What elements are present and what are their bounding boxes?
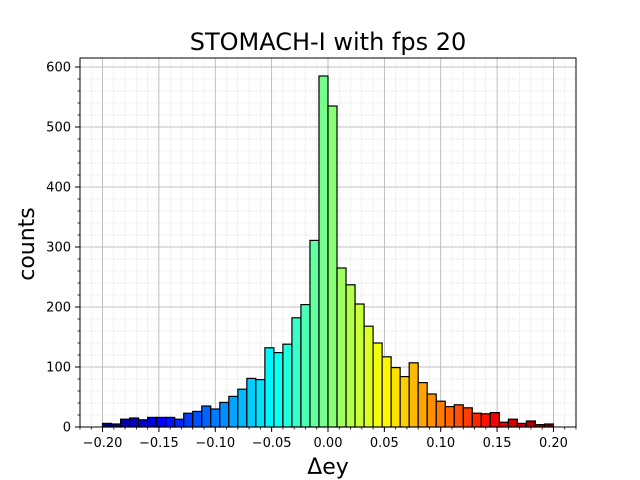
y-axis-label: counts <box>15 207 40 281</box>
histogram-bar <box>183 412 194 428</box>
histogram-bar <box>462 407 473 428</box>
histogram-bar <box>156 416 167 428</box>
histogram-bar <box>363 325 374 428</box>
histogram-bar <box>165 416 176 428</box>
histogram-bar <box>408 362 419 428</box>
histogram-bar <box>498 421 509 428</box>
histogram-bar <box>372 342 383 428</box>
y-tick-label: 100 <box>46 361 71 376</box>
histogram-bar <box>237 388 248 428</box>
y-tick-label: 200 <box>46 301 71 316</box>
x-tick-label: 0.15 <box>483 436 512 451</box>
histogram-bar <box>101 422 113 428</box>
y-tick-label: 300 <box>46 241 71 256</box>
histogram-bar <box>525 420 537 428</box>
x-tick-label: −0.15 <box>139 436 179 451</box>
x-tick-label: −0.05 <box>252 436 292 451</box>
histogram-bar <box>219 401 230 428</box>
x-tick-label: −0.10 <box>195 436 235 451</box>
histogram-bar <box>129 417 140 428</box>
x-tick-label: 0.20 <box>539 436 568 451</box>
histogram-bar <box>309 239 320 428</box>
y-tick-label: 500 <box>46 121 71 136</box>
histogram-bar <box>255 379 266 428</box>
histogram-bar <box>417 382 428 428</box>
histogram-bar <box>435 400 446 428</box>
histogram-bar <box>480 413 491 428</box>
histogram-bar <box>390 367 401 428</box>
histogram-bar <box>345 284 356 428</box>
y-tick-label: 0 <box>63 421 71 436</box>
histogram-bar <box>264 347 275 428</box>
bars <box>101 75 555 428</box>
histogram-bar <box>228 395 239 428</box>
histogram-bar <box>138 419 149 428</box>
y-tick-label: 400 <box>46 181 71 196</box>
histogram-bar <box>336 267 347 428</box>
histogram-bar <box>201 405 212 428</box>
x-tick-label: 0.05 <box>370 436 399 451</box>
histogram-bar <box>516 422 528 428</box>
x-tick-label: −0.20 <box>83 436 123 451</box>
histogram-bar <box>471 412 482 428</box>
histogram-bar <box>192 410 203 428</box>
histogram-bar <box>291 317 302 428</box>
histogram-bar <box>453 404 464 428</box>
y-tick-label: 600 <box>46 61 71 76</box>
histogram-bar <box>147 416 158 428</box>
histogram-bar <box>426 393 437 428</box>
x-tick-label: 0.00 <box>314 436 343 451</box>
histogram-bar <box>210 408 221 428</box>
histogram-bar <box>318 75 329 428</box>
histogram-bar <box>444 406 455 428</box>
histogram-bar <box>119 418 131 428</box>
histogram-bar <box>399 376 410 428</box>
histogram-bar <box>174 418 185 428</box>
histogram-bar <box>354 303 365 428</box>
histogram-bar <box>273 352 284 428</box>
histogram-bar <box>300 304 311 428</box>
histogram-bar <box>282 343 293 428</box>
axis-ticks: −0.20 −0.15 −0.10 −0.05 0.00 0.05 0.10 0.15 0.20… <box>46 61 577 451</box>
chart-title: STOMACH-I with fps 20 <box>190 28 467 56</box>
histogram-bar <box>489 412 500 428</box>
x-axis-label: Δey <box>307 455 349 480</box>
histogram-bar <box>381 356 392 428</box>
histogram-bar <box>246 377 257 428</box>
histogram-bar <box>327 105 338 428</box>
histogram-bar <box>507 418 518 428</box>
x-tick-label: 0.10 <box>426 436 455 451</box>
